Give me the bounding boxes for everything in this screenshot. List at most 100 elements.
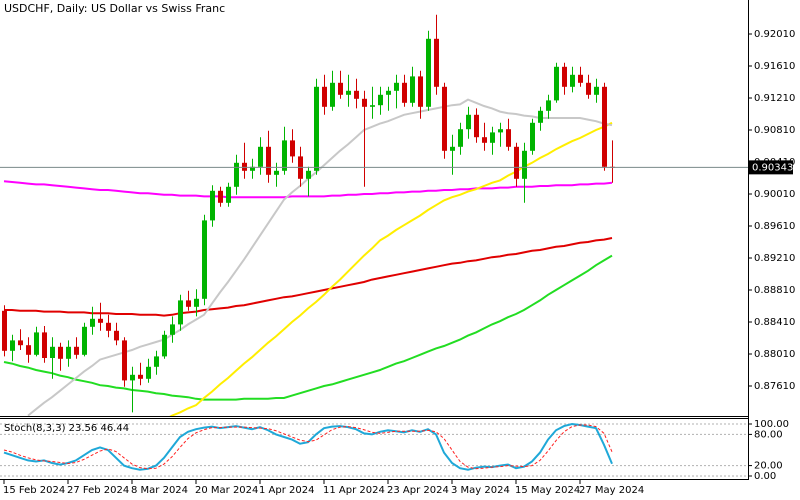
candle-body (410, 76, 415, 103)
x-tick-label: 27 May 2024 (579, 485, 644, 496)
x-tick-label: 27 Feb 2024 (67, 485, 129, 496)
candle-body (482, 137, 487, 143)
candle-body (378, 94, 383, 106)
candle-body (426, 38, 431, 107)
candle-body (578, 74, 583, 83)
x-tick-label: 23 Apr 2024 (387, 485, 449, 496)
main-plot (0, 14, 748, 416)
stoch-plot (0, 422, 748, 477)
candle-body (202, 220, 207, 299)
candle-body (34, 332, 39, 355)
candle-body (186, 300, 191, 307)
candle-body (234, 162, 239, 187)
candle-body (538, 110, 543, 123)
candle-body (178, 300, 183, 325)
candle-body (210, 190, 215, 221)
candle-body (226, 186, 231, 203)
candle-body (450, 146, 455, 151)
candle-body (346, 90, 351, 95)
y-tick-label: 0.89210 (754, 253, 795, 264)
candle-body (250, 166, 255, 171)
candle-body (362, 98, 367, 107)
candle-body (154, 356, 159, 367)
candle-body (266, 146, 271, 175)
current-price-label: 0.90343 (752, 162, 793, 173)
candle-body (514, 146, 519, 179)
candle-body (50, 346, 55, 358)
candle-body (570, 74, 575, 87)
candle-body (114, 330, 119, 341)
candle-body (490, 132, 495, 143)
candle-body (474, 114, 479, 138)
candle-body (442, 86, 447, 151)
candle-body (130, 374, 135, 381)
stoch-line (3, 424, 613, 470)
y-tick-label: 80.00 (754, 429, 783, 440)
candle-body (10, 340, 15, 351)
y-tick-label: 0.91610 (754, 61, 795, 72)
moving-average-line (4, 237, 613, 317)
y-tick-label: 0.88810 (754, 285, 795, 296)
y-tick-label: 0.87610 (754, 381, 795, 392)
candle-body (74, 346, 79, 355)
x-tick-label: 20 Mar 2024 (195, 485, 258, 496)
candle-body (458, 129, 463, 147)
y-tick-label: 0.88410 (754, 317, 795, 328)
candle-body (522, 150, 527, 179)
chart-title: USDCHF, Daily: US Dollar vs Swiss Franc (4, 2, 225, 15)
candle-body (594, 86, 599, 95)
y-tick-label: 100.00 (754, 419, 789, 430)
candle-body (338, 82, 343, 95)
candle-body (434, 38, 439, 87)
y-tick-label: 0.91210 (754, 93, 795, 104)
candle-body (402, 82, 407, 103)
candle-body (26, 345, 31, 355)
candle-body (138, 374, 143, 379)
y-tick-label: 0.92010 (754, 29, 795, 40)
moving-average-line (169, 121, 613, 416)
candle-body (394, 82, 399, 91)
candle-body (546, 100, 551, 111)
candle-body (58, 346, 63, 359)
candle-body (274, 170, 279, 175)
candle-body (354, 90, 359, 99)
y-tick-label: 0.90010 (754, 189, 795, 200)
candle-body (106, 322, 111, 331)
candle-body (162, 334, 167, 357)
candle-body (530, 122, 535, 151)
candle-body (122, 340, 127, 381)
candle-body (90, 318, 95, 327)
axes: 0.920100.916100.912100.908100.904100.900… (3, 29, 795, 496)
y-tick-label: 0.89610 (754, 221, 795, 232)
x-tick-label: 11 Apr 2024 (323, 485, 385, 496)
candle-body (218, 190, 223, 203)
candle-body (554, 66, 559, 101)
candle-body (314, 86, 319, 171)
candle-body (98, 318, 103, 323)
x-tick-label: 8 Mar 2024 (131, 485, 188, 496)
candle-body (42, 332, 47, 358)
candle-body (258, 146, 263, 167)
candle-body (322, 86, 327, 107)
candle-body (242, 162, 247, 171)
candle-body (386, 90, 391, 95)
candle-body (82, 326, 87, 355)
candle-body (602, 86, 607, 167)
candle-body (146, 366, 151, 379)
current-price-box (749, 160, 793, 175)
x-tick-label: 3 May 2024 (451, 485, 510, 496)
moving-average-line (3, 254, 613, 401)
y-tick-label: 20.00 (754, 461, 783, 472)
candle-body (18, 340, 23, 346)
candle-body (66, 346, 71, 359)
candle-body (498, 129, 503, 133)
y-tick-label: 0.88010 (754, 349, 795, 360)
candle-body (306, 170, 311, 179)
x-tick-label: 1 Apr 2024 (259, 485, 314, 496)
candle-body (290, 140, 295, 157)
x-tick-label: 15 Feb 2024 (3, 485, 65, 496)
candle-body (330, 82, 335, 107)
candle-body (170, 324, 175, 335)
candle-body (282, 140, 287, 171)
